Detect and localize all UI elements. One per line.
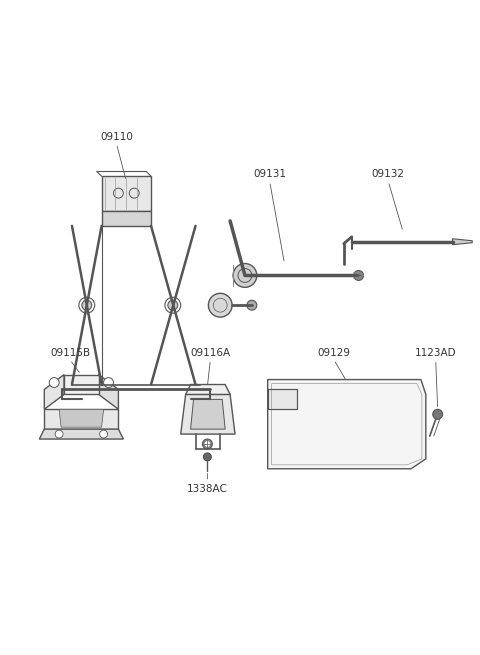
Circle shape bbox=[104, 377, 113, 388]
Circle shape bbox=[168, 300, 178, 310]
Circle shape bbox=[49, 377, 59, 388]
Circle shape bbox=[208, 293, 232, 317]
Text: 09115B: 09115B bbox=[50, 348, 90, 358]
Text: 09129: 09129 bbox=[317, 348, 350, 358]
Polygon shape bbox=[64, 375, 99, 394]
Polygon shape bbox=[453, 239, 472, 245]
Text: 09132: 09132 bbox=[372, 169, 405, 179]
Polygon shape bbox=[59, 409, 104, 427]
Polygon shape bbox=[180, 394, 235, 434]
Circle shape bbox=[233, 263, 257, 288]
Circle shape bbox=[205, 441, 210, 447]
Polygon shape bbox=[102, 176, 151, 211]
Polygon shape bbox=[44, 375, 64, 409]
Polygon shape bbox=[268, 379, 426, 469]
Text: 09131: 09131 bbox=[253, 169, 286, 179]
Polygon shape bbox=[39, 429, 123, 439]
Circle shape bbox=[204, 453, 211, 461]
Circle shape bbox=[100, 430, 108, 438]
Circle shape bbox=[82, 300, 92, 310]
Polygon shape bbox=[186, 384, 230, 394]
Text: 1338AC: 1338AC bbox=[187, 483, 228, 494]
Circle shape bbox=[55, 430, 63, 438]
Polygon shape bbox=[191, 400, 225, 429]
Polygon shape bbox=[99, 375, 119, 409]
Polygon shape bbox=[268, 390, 297, 409]
Polygon shape bbox=[102, 211, 151, 226]
Circle shape bbox=[203, 439, 212, 449]
Circle shape bbox=[354, 271, 363, 280]
Polygon shape bbox=[44, 409, 119, 429]
Text: 09110: 09110 bbox=[100, 132, 133, 141]
Text: 09116A: 09116A bbox=[190, 348, 230, 358]
Text: 1123AD: 1123AD bbox=[415, 348, 456, 358]
Circle shape bbox=[433, 409, 443, 419]
Circle shape bbox=[247, 300, 257, 310]
